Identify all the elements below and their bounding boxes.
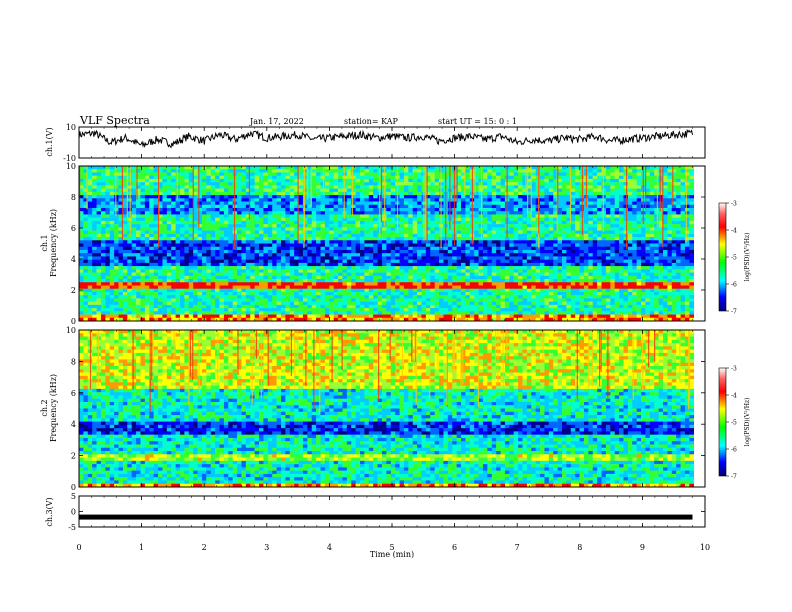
colorbar-tick-label: -5 (731, 255, 737, 262)
x-tick-label: 5 (389, 543, 394, 552)
y-tick-label: 2 (71, 452, 76, 461)
y-tick-label: 10 (66, 326, 76, 335)
y-tick-label: 0 (71, 317, 76, 326)
x-tick-label: 0 (76, 543, 81, 552)
x-tick-label: 6 (452, 543, 457, 552)
colorbar-tick-label: -6 (731, 282, 737, 289)
ch1-waveform-trace (78, 128, 693, 149)
colorbar-tick-label: -7 (731, 309, 737, 316)
ch2-spectrogram-ylabel: ch.2 Frequency (kHz) (40, 374, 58, 442)
colorbar-tick-label: -6 (731, 447, 737, 454)
ch3-signal-trace (79, 514, 693, 520)
colorbar-tick-label: -7 (731, 474, 737, 481)
x-tick-label: 10 (700, 543, 710, 552)
ch2-colorbar (718, 367, 727, 477)
date-label: Jan. 17, 2022 (249, 117, 304, 126)
ch1-waveform-ylabel: ch.1(V) (45, 127, 54, 156)
x-tick-label: 9 (640, 543, 645, 552)
start-time-label: start UT = 15: 0 : 1 (438, 117, 517, 126)
y-tick-label: 6 (71, 224, 76, 233)
ch2-colorbar-label: log(PSD)(V²/Hz) (744, 398, 751, 447)
x-tick-label: 2 (202, 543, 207, 552)
x-tick-label: 8 (577, 543, 582, 552)
y-tick-label: 2 (71, 286, 76, 295)
ch3-signal-ylabel: ch.3(V) (45, 497, 54, 526)
y-tick-label: 5 (71, 492, 76, 501)
colorbar-tick-label: -3 (731, 366, 737, 373)
y-tick-label: 4 (71, 255, 76, 264)
ch2-spectrogram (79, 330, 705, 488)
ch3-signal-frame (78, 495, 706, 528)
colorbar-tick-label: -5 (731, 420, 737, 427)
y-tick-label: 10 (66, 123, 76, 132)
x-tick-label: 7 (515, 543, 520, 552)
ch1-waveform-frame (78, 126, 706, 159)
x-tick-label: 1 (139, 543, 144, 552)
figure-title: VLF Spectra (79, 114, 150, 127)
colorbar-tick-label: -4 (731, 393, 737, 400)
colorbar-tick-label: -3 (731, 201, 737, 208)
ch1-colorbar (718, 202, 727, 312)
x-axis-label: Time (min) (370, 550, 414, 559)
y-tick-label: 6 (71, 389, 76, 398)
ch1-colorbar-label: log(PSD)(V²/Hz) (744, 233, 751, 282)
y-tick-label: 0 (71, 483, 76, 492)
y-tick-label: 10 (66, 162, 76, 171)
station-label: station= KAP (344, 117, 399, 126)
y-tick-label: 4 (71, 420, 76, 429)
colorbar-tick-label: -4 (731, 228, 737, 235)
x-tick-label: 4 (327, 543, 332, 552)
x-tick-label: 3 (264, 543, 269, 552)
ch1-spectrogram (79, 166, 705, 322)
y-tick-label: 8 (71, 193, 76, 202)
y-tick-label: 8 (71, 357, 76, 366)
y-tick-label: -10 (63, 154, 76, 163)
y-tick-label: -5 (68, 523, 76, 532)
ch1-spectrogram-ylabel: ch.1 Frequency (kHz) (40, 209, 58, 277)
y-tick-label: 0 (71, 508, 76, 517)
